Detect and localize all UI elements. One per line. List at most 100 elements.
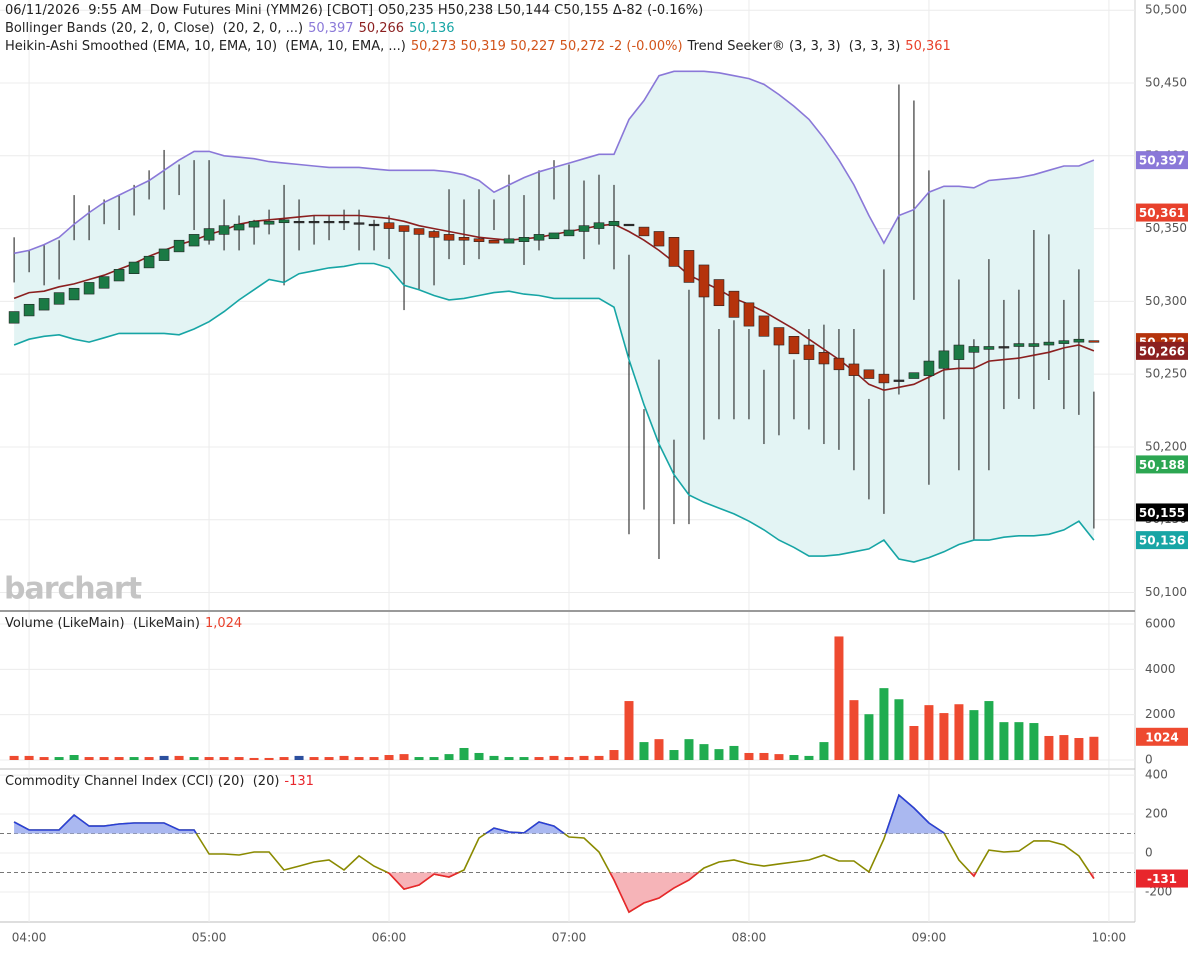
heikin-ashi-body xyxy=(23,303,35,317)
volume-bar xyxy=(24,755,34,760)
cci-oversold-fill xyxy=(14,872,1094,913)
heikin-ashi-body xyxy=(398,225,410,232)
legend-line: Commodity Channel Index (CCI) (20) (20) -… xyxy=(5,773,319,791)
heikin-ashi-body xyxy=(218,225,230,235)
y-tick-label: 0 xyxy=(1145,846,1153,860)
heikin-ashi-body xyxy=(593,222,605,229)
heikin-ashi-body xyxy=(38,298,50,311)
heikin-ashi-body xyxy=(473,238,485,242)
volume-bar xyxy=(699,744,709,760)
heikin-ashi-body xyxy=(1088,340,1100,343)
heikin-ashi-body xyxy=(548,232,560,240)
volume-bar xyxy=(1014,722,1024,760)
heikin-ashi-body xyxy=(293,220,305,224)
heikin-ashi-body xyxy=(443,234,455,241)
volume-bar xyxy=(204,757,214,760)
heikin-ashi-body xyxy=(488,239,500,244)
heikin-ashi-body xyxy=(983,346,995,350)
price-badge-label: 50,266 xyxy=(1139,344,1185,358)
heikin-ashi-body xyxy=(1058,340,1070,344)
volume-bar xyxy=(939,713,949,760)
heikin-ashi-body xyxy=(563,229,575,237)
legend-text: -131 xyxy=(284,774,314,789)
x-tick-label: 04:00 xyxy=(12,931,47,945)
volume-bar xyxy=(504,757,514,760)
legend-text: 50,273 50,319 50,227 50,272 -2 (-0.00%) xyxy=(410,39,683,54)
volume-bar xyxy=(84,757,94,760)
legend-text: O50,235 H50,238 L50,144 C50,155 Δ-82 (-0… xyxy=(378,3,704,18)
heikin-ashi-body xyxy=(338,220,350,224)
y-tick-label: 50,200 xyxy=(1145,439,1187,453)
legend-text: Bollinger Bands (20, 2, 0, Close) (20, 2… xyxy=(5,21,304,36)
heikin-ashi-body xyxy=(8,311,20,324)
price-badge-label: 50,188 xyxy=(1139,458,1185,472)
x-tick-label: 08:00 xyxy=(732,931,767,945)
y-tick-label: 50,100 xyxy=(1145,585,1187,599)
heikin-ashi-body xyxy=(668,237,680,267)
heikin-ashi-body xyxy=(173,239,185,253)
heikin-ashi-body xyxy=(788,336,800,355)
volume-bar xyxy=(924,705,934,760)
heikin-ashi-body xyxy=(203,228,215,241)
heikin-ashi-body xyxy=(923,360,935,376)
heikin-ashi-body xyxy=(1028,343,1040,347)
pane xyxy=(0,770,1135,922)
heikin-ashi-body xyxy=(848,363,860,376)
volume-bar xyxy=(534,757,544,760)
volume-bar xyxy=(1074,738,1084,760)
volume-bar xyxy=(669,750,679,760)
volume-bar xyxy=(384,755,394,760)
volume-bar xyxy=(549,755,559,760)
volume-bar xyxy=(399,754,409,760)
volume-bar xyxy=(984,701,994,760)
cci-line xyxy=(13,793,1095,914)
volume-bar xyxy=(999,722,1009,760)
volume-bar xyxy=(684,739,694,760)
volume-bar xyxy=(894,699,904,760)
volume-bar xyxy=(729,745,739,760)
band-line xyxy=(13,262,1095,563)
volume-bar xyxy=(624,701,634,760)
volume-bar xyxy=(39,757,49,760)
heikin-ashi-body xyxy=(608,220,620,226)
heikin-ashi-body xyxy=(818,352,830,365)
heikin-ashi-body xyxy=(143,255,155,269)
volume-bar xyxy=(519,757,529,760)
y-tick-label: 400 xyxy=(1145,768,1168,782)
volume-bar xyxy=(564,757,574,760)
price-badge xyxy=(1136,727,1188,746)
volume-bar xyxy=(789,755,799,760)
pane xyxy=(0,0,1135,610)
heikin-ashi-body xyxy=(323,220,335,224)
price-badge-label: 50,361 xyxy=(1139,206,1185,220)
price-badge-label: 50,397 xyxy=(1139,154,1185,168)
heikin-ashi-body xyxy=(368,223,380,227)
y-tick-label: 50,450 xyxy=(1145,75,1187,89)
heikin-ashi-body xyxy=(518,237,530,242)
y-tick-label: -200 xyxy=(1145,884,1172,898)
volume-bar xyxy=(1044,735,1054,760)
heikin-ashi-body xyxy=(428,231,440,238)
volume-bar xyxy=(714,749,724,760)
legend-text: Heikin-Ashi Smoothed (EMA, 10, EMA, 10) … xyxy=(5,39,406,54)
volume-bar xyxy=(444,754,454,760)
volume-bar xyxy=(849,700,859,760)
heikin-ashi-body xyxy=(113,269,125,282)
y-tick-label: 4000 xyxy=(1145,662,1176,676)
heikin-ashi-body xyxy=(698,264,710,298)
volume-bar xyxy=(234,757,244,760)
y-tick-label: 50,300 xyxy=(1145,294,1187,308)
x-tick-label: 06:00 xyxy=(372,931,407,945)
heikin-ashi-body xyxy=(458,237,470,241)
y-tick-label: 6000 xyxy=(1145,616,1176,630)
legend-text: Commodity Channel Index (CCI) (20) (20) xyxy=(5,774,280,789)
volume-bar xyxy=(804,755,814,760)
heikin-ashi-body xyxy=(998,346,1010,349)
heikin-ashi-body xyxy=(188,234,200,247)
volume-bar xyxy=(474,752,484,760)
volume-bar xyxy=(159,755,169,760)
volume-bar xyxy=(129,757,139,760)
price-badge xyxy=(1136,203,1188,222)
